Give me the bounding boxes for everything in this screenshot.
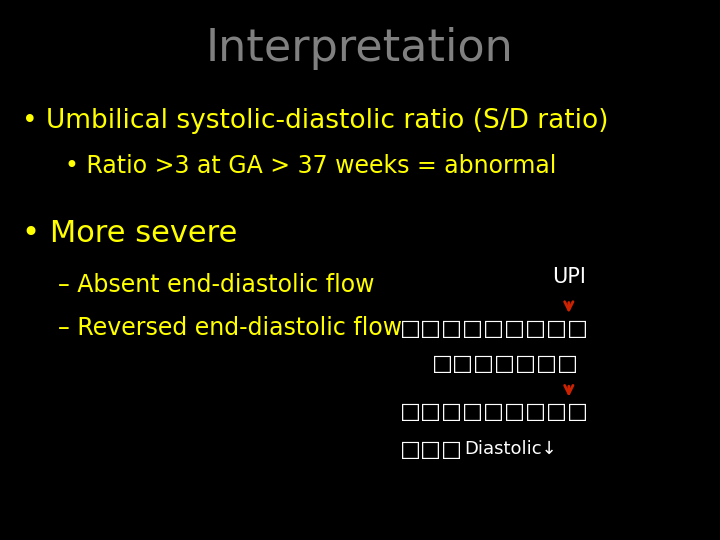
Text: □□□□□□□□□: □□□□□□□□□ xyxy=(400,319,589,339)
Text: – Absent end-diastolic flow: – Absent end-diastolic flow xyxy=(58,273,374,296)
Text: □□□□□□□□□: □□□□□□□□□ xyxy=(400,402,589,422)
Text: – Reversed end-diastolic flow: – Reversed end-diastolic flow xyxy=(58,316,402,340)
Text: • Ratio >3 at GA > 37 weeks = abnormal: • Ratio >3 at GA > 37 weeks = abnormal xyxy=(65,154,556,178)
Text: Interpretation: Interpretation xyxy=(206,27,514,70)
Text: UPI: UPI xyxy=(552,267,586,287)
Text: • More severe: • More severe xyxy=(22,219,237,248)
Text: Diastolic↓: Diastolic↓ xyxy=(464,440,557,458)
Text: □□□: □□□ xyxy=(400,440,463,460)
Text: □□□□□□□: □□□□□□□ xyxy=(432,354,579,374)
Text: • Umbilical systolic-diastolic ratio (S/D ratio): • Umbilical systolic-diastolic ratio (S/… xyxy=(22,108,608,134)
